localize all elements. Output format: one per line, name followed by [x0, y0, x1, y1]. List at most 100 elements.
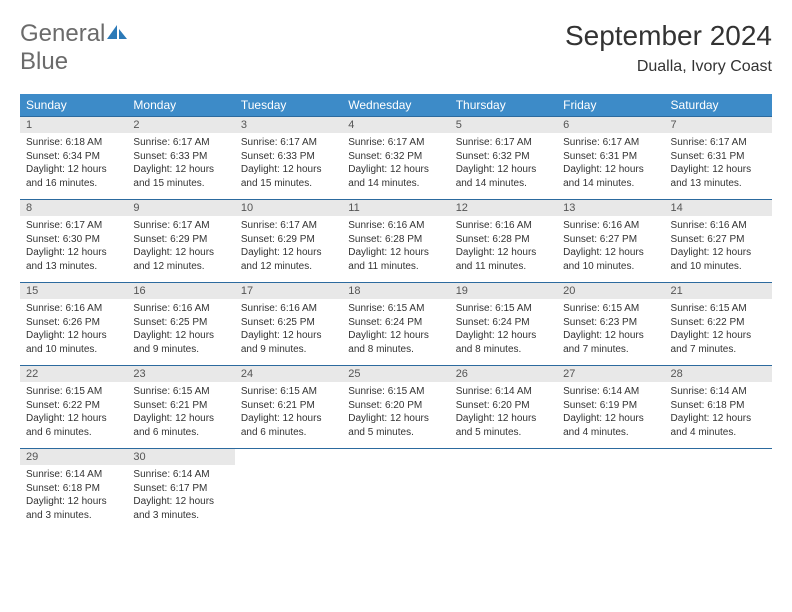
day-number: 10: [235, 200, 342, 216]
empty-cell: [342, 449, 449, 532]
day-number: 11: [342, 200, 449, 216]
day-info: Sunrise: 6:17 AMSunset: 6:32 PMDaylight:…: [450, 133, 557, 193]
empty-cell: [557, 449, 664, 532]
day-info: Sunrise: 6:15 AMSunset: 6:22 PMDaylight:…: [665, 299, 772, 359]
day-cell: 3Sunrise: 6:17 AMSunset: 6:33 PMDaylight…: [235, 117, 342, 200]
day-cell: 8Sunrise: 6:17 AMSunset: 6:30 PMDaylight…: [20, 200, 127, 283]
day-cell: 1Sunrise: 6:18 AMSunset: 6:34 PMDaylight…: [20, 117, 127, 200]
day-cell: 13Sunrise: 6:16 AMSunset: 6:27 PMDayligh…: [557, 200, 664, 283]
day-number: 19: [450, 283, 557, 299]
day-cell: 16Sunrise: 6:16 AMSunset: 6:25 PMDayligh…: [127, 283, 234, 366]
day-number: 29: [20, 449, 127, 465]
day-header: Tuesday: [235, 94, 342, 117]
day-info: Sunrise: 6:18 AMSunset: 6:34 PMDaylight:…: [20, 133, 127, 193]
day-info: Sunrise: 6:15 AMSunset: 6:24 PMDaylight:…: [342, 299, 449, 359]
calendar-body: 1Sunrise: 6:18 AMSunset: 6:34 PMDaylight…: [20, 117, 772, 532]
day-header: Friday: [557, 94, 664, 117]
day-info: Sunrise: 6:15 AMSunset: 6:24 PMDaylight:…: [450, 299, 557, 359]
day-info: Sunrise: 6:14 AMSunset: 6:19 PMDaylight:…: [557, 382, 664, 442]
day-number: 4: [342, 117, 449, 133]
day-cell: 9Sunrise: 6:17 AMSunset: 6:29 PMDaylight…: [127, 200, 234, 283]
day-number: 23: [127, 366, 234, 382]
day-cell: 28Sunrise: 6:14 AMSunset: 6:18 PMDayligh…: [665, 366, 772, 449]
day-header: Thursday: [450, 94, 557, 117]
day-info: Sunrise: 6:17 AMSunset: 6:31 PMDaylight:…: [557, 133, 664, 193]
day-info: Sunrise: 6:15 AMSunset: 6:23 PMDaylight:…: [557, 299, 664, 359]
day-number: 25: [342, 366, 449, 382]
day-info: Sunrise: 6:17 AMSunset: 6:33 PMDaylight:…: [127, 133, 234, 193]
day-cell: 25Sunrise: 6:15 AMSunset: 6:20 PMDayligh…: [342, 366, 449, 449]
day-info: Sunrise: 6:17 AMSunset: 6:31 PMDaylight:…: [665, 133, 772, 193]
day-number: 24: [235, 366, 342, 382]
day-cell: 14Sunrise: 6:16 AMSunset: 6:27 PMDayligh…: [665, 200, 772, 283]
calendar-week-row: 22Sunrise: 6:15 AMSunset: 6:22 PMDayligh…: [20, 366, 772, 449]
day-cell: 7Sunrise: 6:17 AMSunset: 6:31 PMDaylight…: [665, 117, 772, 200]
day-cell: 2Sunrise: 6:17 AMSunset: 6:33 PMDaylight…: [127, 117, 234, 200]
day-info: Sunrise: 6:15 AMSunset: 6:21 PMDaylight:…: [235, 382, 342, 442]
calendar-week-row: 8Sunrise: 6:17 AMSunset: 6:30 PMDaylight…: [20, 200, 772, 283]
day-number: 7: [665, 117, 772, 133]
logo: General Blue: [20, 20, 129, 76]
day-cell: 23Sunrise: 6:15 AMSunset: 6:21 PMDayligh…: [127, 366, 234, 449]
day-number: 27: [557, 366, 664, 382]
month-title: September 2024: [565, 20, 772, 52]
day-number: 6: [557, 117, 664, 133]
day-number: 14: [665, 200, 772, 216]
day-number: 15: [20, 283, 127, 299]
day-cell: 6Sunrise: 6:17 AMSunset: 6:31 PMDaylight…: [557, 117, 664, 200]
title-block: September 2024 Dualla, Ivory Coast: [565, 20, 772, 76]
day-info: Sunrise: 6:14 AMSunset: 6:17 PMDaylight:…: [127, 465, 234, 525]
day-header: Monday: [127, 94, 234, 117]
day-cell: 5Sunrise: 6:17 AMSunset: 6:32 PMDaylight…: [450, 117, 557, 200]
day-number: 3: [235, 117, 342, 133]
day-cell: 17Sunrise: 6:16 AMSunset: 6:25 PMDayligh…: [235, 283, 342, 366]
day-cell: 24Sunrise: 6:15 AMSunset: 6:21 PMDayligh…: [235, 366, 342, 449]
day-cell: 11Sunrise: 6:16 AMSunset: 6:28 PMDayligh…: [342, 200, 449, 283]
day-info: Sunrise: 6:15 AMSunset: 6:20 PMDaylight:…: [342, 382, 449, 442]
calendar-week-row: 15Sunrise: 6:16 AMSunset: 6:26 PMDayligh…: [20, 283, 772, 366]
day-cell: 27Sunrise: 6:14 AMSunset: 6:19 PMDayligh…: [557, 366, 664, 449]
day-info: Sunrise: 6:17 AMSunset: 6:29 PMDaylight:…: [235, 216, 342, 276]
day-cell: 4Sunrise: 6:17 AMSunset: 6:32 PMDaylight…: [342, 117, 449, 200]
day-number: 22: [20, 366, 127, 382]
day-number: 20: [557, 283, 664, 299]
day-info: Sunrise: 6:14 AMSunset: 6:20 PMDaylight:…: [450, 382, 557, 442]
day-number: 13: [557, 200, 664, 216]
day-cell: 22Sunrise: 6:15 AMSunset: 6:22 PMDayligh…: [20, 366, 127, 449]
logo-text: General Blue: [20, 20, 129, 76]
day-info: Sunrise: 6:16 AMSunset: 6:25 PMDaylight:…: [235, 299, 342, 359]
day-cell: 29Sunrise: 6:14 AMSunset: 6:18 PMDayligh…: [20, 449, 127, 532]
location: Dualla, Ivory Coast: [565, 58, 772, 76]
logo-text-part1: General: [20, 20, 105, 47]
day-info: Sunrise: 6:16 AMSunset: 6:26 PMDaylight:…: [20, 299, 127, 359]
day-cell: 18Sunrise: 6:15 AMSunset: 6:24 PMDayligh…: [342, 283, 449, 366]
calendar-week-row: 1Sunrise: 6:18 AMSunset: 6:34 PMDaylight…: [20, 117, 772, 200]
logo-sail-icon: [105, 23, 129, 41]
day-info: Sunrise: 6:17 AMSunset: 6:33 PMDaylight:…: [235, 133, 342, 193]
day-number: 28: [665, 366, 772, 382]
day-info: Sunrise: 6:15 AMSunset: 6:22 PMDaylight:…: [20, 382, 127, 442]
day-cell: 15Sunrise: 6:16 AMSunset: 6:26 PMDayligh…: [20, 283, 127, 366]
day-info: Sunrise: 6:15 AMSunset: 6:21 PMDaylight:…: [127, 382, 234, 442]
empty-cell: [235, 449, 342, 532]
day-header: Wednesday: [342, 94, 449, 117]
day-cell: 30Sunrise: 6:14 AMSunset: 6:17 PMDayligh…: [127, 449, 234, 532]
day-header: Saturday: [665, 94, 772, 117]
day-info: Sunrise: 6:17 AMSunset: 6:29 PMDaylight:…: [127, 216, 234, 276]
empty-cell: [450, 449, 557, 532]
day-number: 30: [127, 449, 234, 465]
day-number: 5: [450, 117, 557, 133]
day-cell: 19Sunrise: 6:15 AMSunset: 6:24 PMDayligh…: [450, 283, 557, 366]
day-number: 18: [342, 283, 449, 299]
day-number: 12: [450, 200, 557, 216]
empty-cell: [665, 449, 772, 532]
header: General Blue September 2024 Dualla, Ivor…: [20, 20, 772, 76]
day-header: Sunday: [20, 94, 127, 117]
day-header-row: SundayMondayTuesdayWednesdayThursdayFrid…: [20, 94, 772, 117]
logo-text-part2: Blue: [20, 48, 68, 75]
day-cell: 12Sunrise: 6:16 AMSunset: 6:28 PMDayligh…: [450, 200, 557, 283]
day-info: Sunrise: 6:16 AMSunset: 6:27 PMDaylight:…: [557, 216, 664, 276]
day-number: 17: [235, 283, 342, 299]
day-info: Sunrise: 6:14 AMSunset: 6:18 PMDaylight:…: [665, 382, 772, 442]
day-number: 2: [127, 117, 234, 133]
